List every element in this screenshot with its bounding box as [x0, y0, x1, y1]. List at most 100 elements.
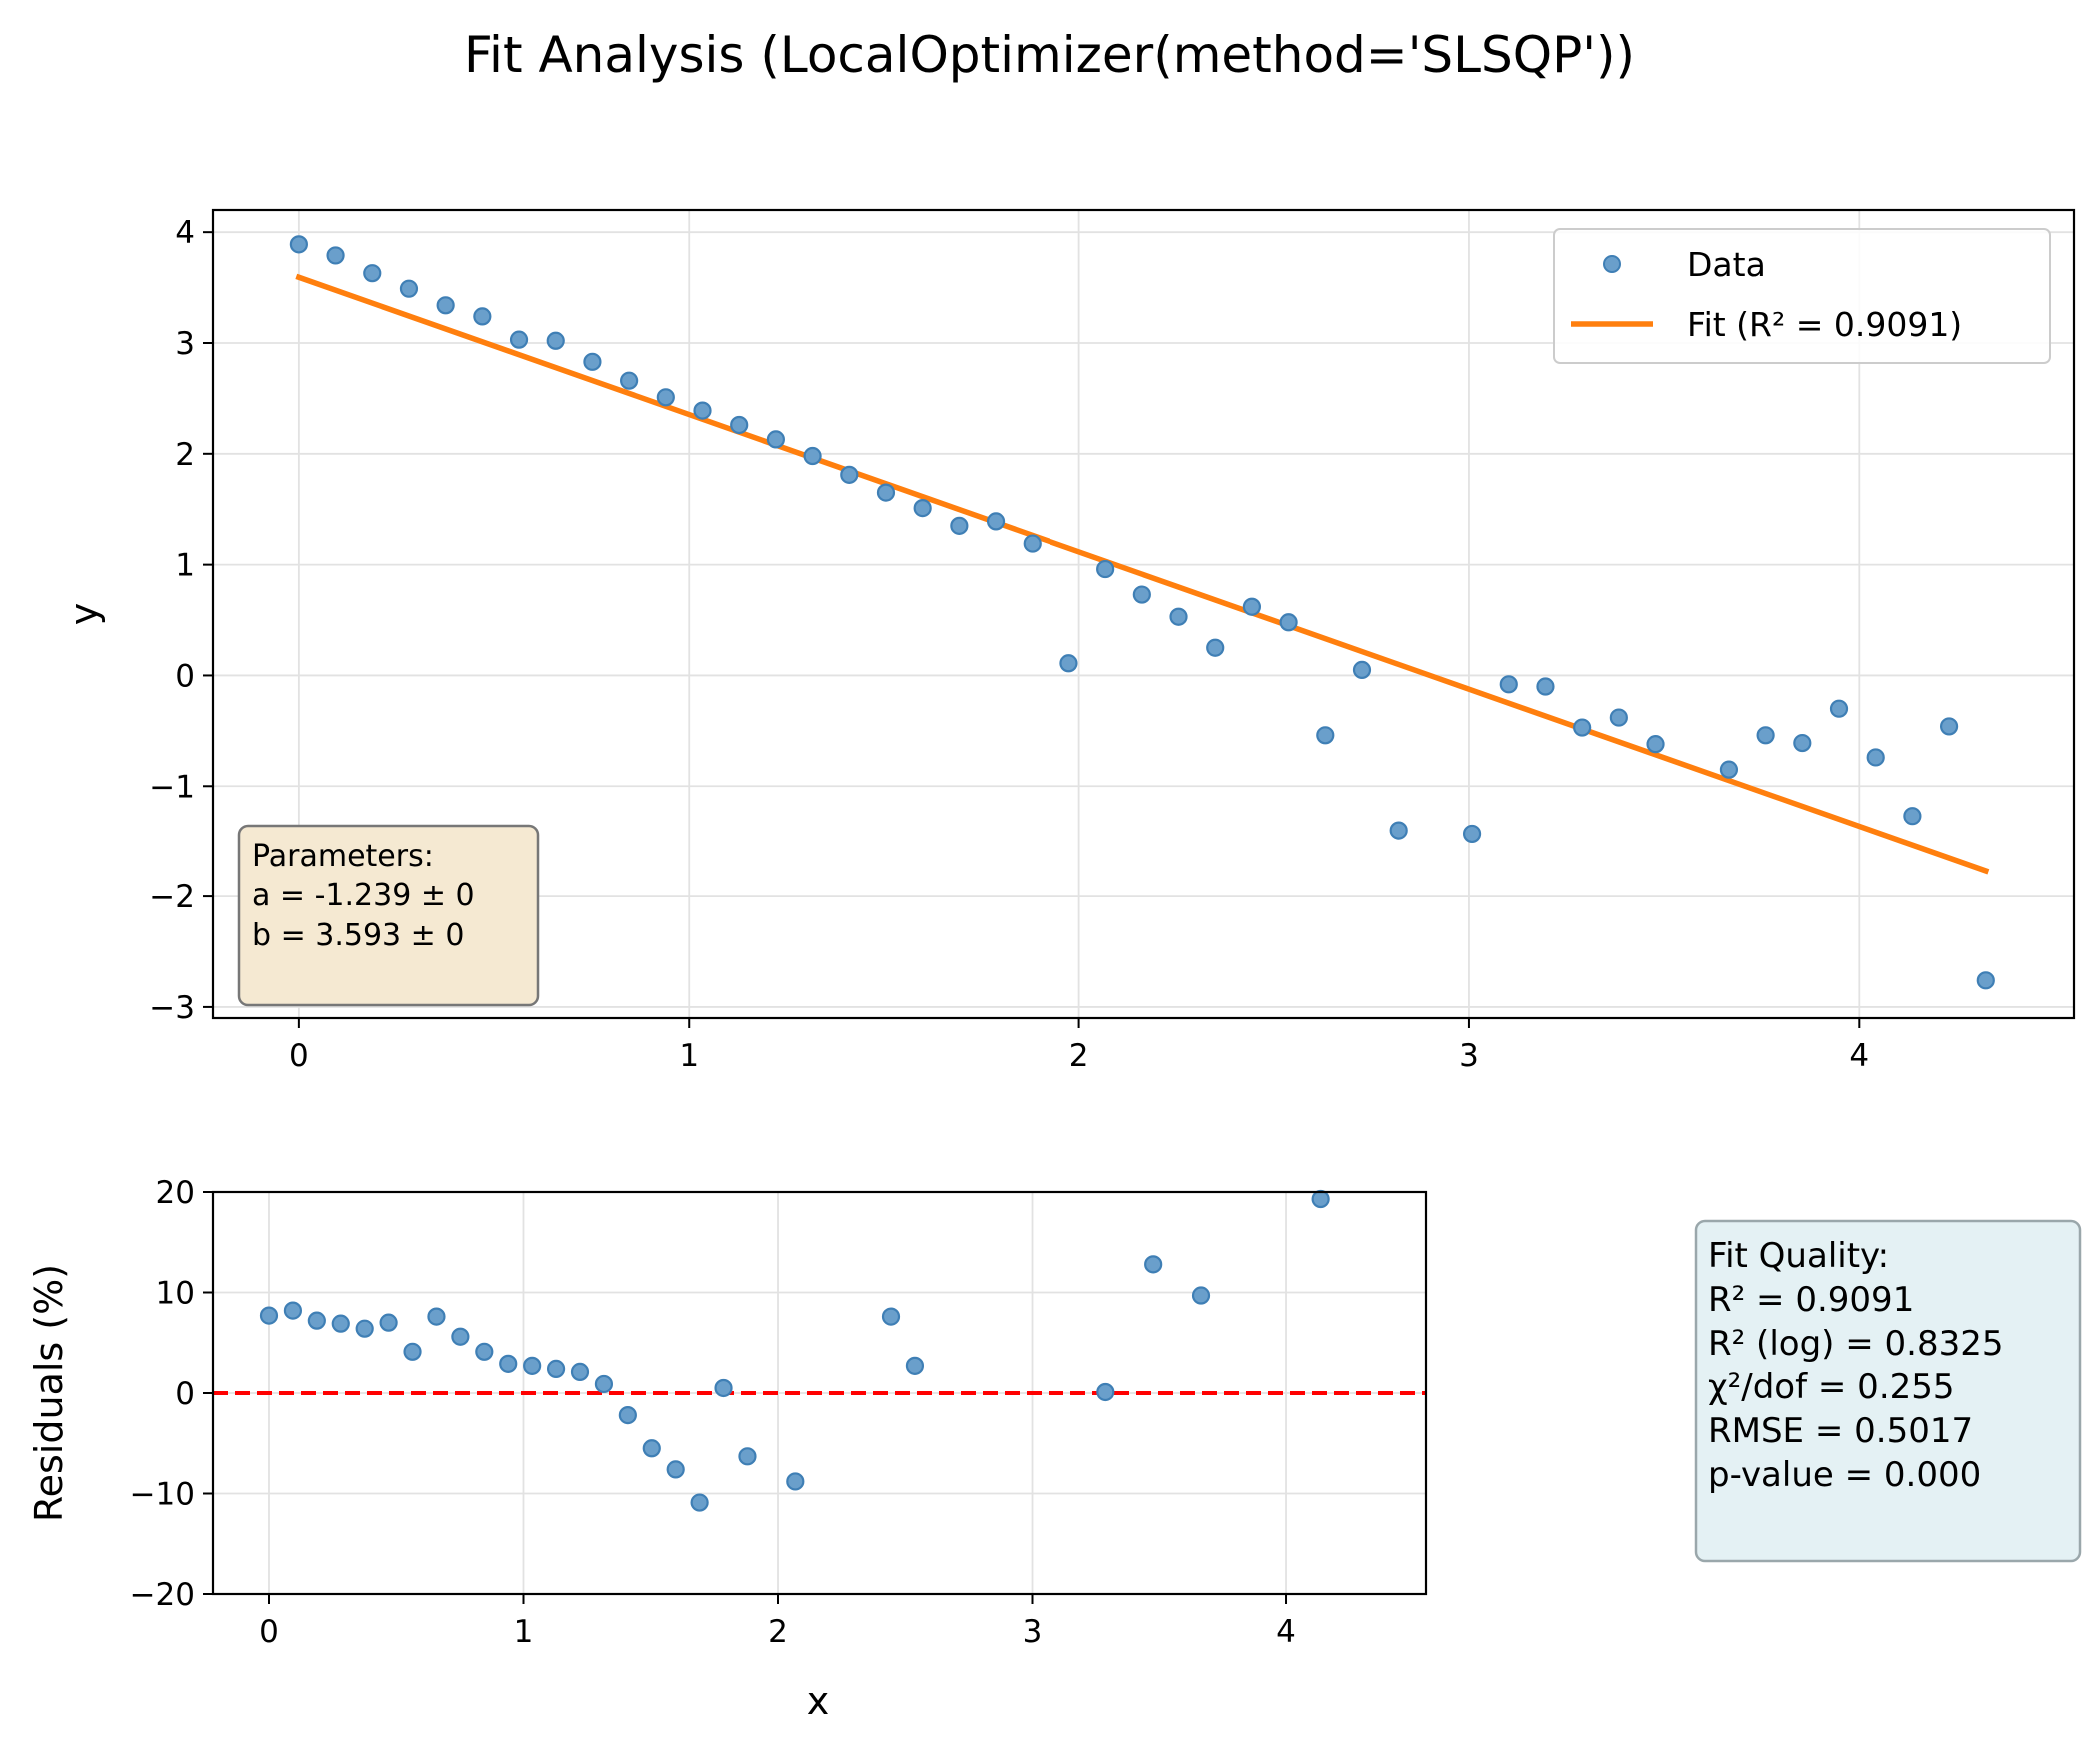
top-x-tick-label: 2 — [1069, 1038, 1089, 1074]
top-data-point — [399, 279, 419, 298]
legend-data-label: Data — [1687, 245, 1766, 284]
top-data-point — [1169, 607, 1188, 626]
top-data-point — [1609, 708, 1628, 727]
top-data-point — [1132, 585, 1151, 604]
residual-data-point — [642, 1439, 661, 1458]
residual-x-tick-label: 2 — [768, 1614, 788, 1650]
top-x-tick-label: 0 — [289, 1038, 309, 1074]
top-y-tick-label: −3 — [149, 990, 195, 1026]
top-axis-ticks: 0 1 2 3 4 4 3 2 1 0 −1 −2 −3 — [149, 215, 1869, 1074]
top-y-tick-label: 2 — [175, 437, 195, 473]
fit-quality-r2-log: R² (log) = 0.8325 — [1708, 1324, 2004, 1364]
residual-data-point — [1311, 1189, 1330, 1209]
residual-data-point — [738, 1447, 757, 1466]
top-data-point — [473, 307, 492, 326]
residual-data-point — [283, 1301, 303, 1320]
top-y-axis-label: y — [62, 603, 106, 626]
top-data-point — [1903, 807, 1922, 826]
top-data-point — [1829, 699, 1849, 718]
parameters-box-background — [237, 824, 540, 1007]
residual-data-point — [666, 1460, 685, 1479]
residual-data-point — [427, 1307, 446, 1326]
top-y-tick-label: 3 — [175, 326, 195, 362]
top-data-point — [1316, 726, 1335, 745]
top-data-point — [326, 246, 345, 265]
top-data-point — [1536, 677, 1555, 696]
residual-x-tick-label: 0 — [259, 1614, 279, 1650]
top-data-point — [1646, 735, 1665, 754]
top-data-point — [840, 465, 859, 484]
fit-quality-r2: R² = 0.9091 — [1708, 1280, 1914, 1320]
residual-data-point — [690, 1493, 709, 1512]
top-data-point — [876, 483, 896, 502]
top-y-tick-label: −2 — [149, 879, 195, 915]
residual-data-point — [786, 1472, 805, 1491]
top-data-point — [1059, 654, 1078, 673]
top-data-point — [1939, 717, 1959, 736]
legend-box — [1553, 228, 2051, 364]
top-y-tick-label: 0 — [175, 658, 195, 694]
top-x-tick-label: 3 — [1459, 1038, 1479, 1074]
top-y-tick-label: −1 — [149, 769, 195, 805]
top-plot: 0 1 2 3 4 4 3 2 1 0 −1 −2 −3 y Data Fit (R² = 0.9091… — [62, 208, 2076, 1074]
top-data-point — [1389, 821, 1408, 840]
top-plot-frame — [211, 208, 2076, 1020]
residual-data-point — [881, 1307, 901, 1326]
fit-quality-rmse: RMSE = 0.5017 — [1708, 1411, 1973, 1451]
top-data-point — [620, 371, 639, 390]
residual-y-tick-label: 0 — [175, 1376, 195, 1412]
top-data-point — [1756, 726, 1775, 745]
top-data-point — [1573, 718, 1592, 737]
top-data-point — [1023, 534, 1042, 553]
residual-data-point — [546, 1359, 566, 1378]
residual-data-point — [259, 1306, 279, 1325]
fit-quality-background — [1694, 1219, 2082, 1563]
fit-quality-p-value: p-value = 0.000 — [1708, 1455, 1981, 1495]
residual-x-tick-label: 3 — [1023, 1614, 1043, 1650]
figure-title: Fit Analysis (LocalOptimizer(method='SLS… — [464, 26, 1635, 84]
top-data-point — [913, 499, 932, 518]
top-data-point — [1096, 559, 1115, 579]
top-data-point — [1976, 971, 1995, 990]
top-data-point — [546, 331, 565, 350]
residual-y-tick-label: 20 — [156, 1175, 195, 1211]
residual-data-point — [1191, 1286, 1211, 1305]
top-x-tick-label: 1 — [679, 1038, 699, 1074]
top-data-point — [1206, 638, 1225, 657]
residual-data-point — [307, 1311, 326, 1330]
residual-data-point — [499, 1354, 518, 1373]
residual-data-point — [403, 1342, 422, 1361]
top-data-points — [289, 235, 1995, 990]
top-data-point — [1462, 824, 1482, 844]
top-data-point — [1279, 613, 1298, 632]
residual-data-point — [594, 1374, 614, 1394]
top-data-point — [803, 446, 822, 466]
residual-x-tick-label: 1 — [514, 1614, 534, 1650]
top-data-point — [509, 330, 529, 349]
top-data-point — [1866, 748, 1885, 767]
top-data-point — [583, 352, 602, 371]
residual-data-point — [475, 1342, 494, 1361]
residual-data-point — [523, 1356, 542, 1375]
top-data-point — [1352, 660, 1372, 680]
parameter-b: b = 3.593 ± 0 — [252, 918, 464, 953]
top-data-point — [289, 235, 308, 254]
fit-quality-chi2: χ²/dof = 0.255 — [1708, 1367, 1955, 1407]
parameter-a: a = -1.239 ± 0 — [252, 879, 475, 913]
residual-data-point — [714, 1378, 733, 1398]
parameters-title: Parameters: — [252, 839, 434, 874]
residuals-axis-ticks: 0 1 2 3 4 20 10 0 −10 −20 — [130, 1175, 1296, 1650]
residuals-plot: 0 1 2 3 4 20 10 0 −10 −20 Residuals (%) x — [27, 1175, 1428, 1723]
top-data-point — [1499, 675, 1518, 694]
legend: Data Fit (R² = 0.9091) — [1553, 228, 2051, 364]
fit-quality-box: Fit Quality: R² = 0.9091 R² (log) = 0.83… — [1694, 1219, 2082, 1563]
top-data-point — [363, 264, 382, 283]
legend-fit-label: Fit (R² = 0.9091) — [1687, 305, 1962, 344]
top-data-point — [1793, 733, 1812, 753]
residual-data-point — [905, 1356, 925, 1375]
residual-y-tick-label: 10 — [156, 1276, 195, 1312]
legend-data-marker — [1603, 255, 1621, 273]
top-data-point — [656, 388, 675, 407]
residual-x-tick-label: 4 — [1276, 1614, 1296, 1650]
